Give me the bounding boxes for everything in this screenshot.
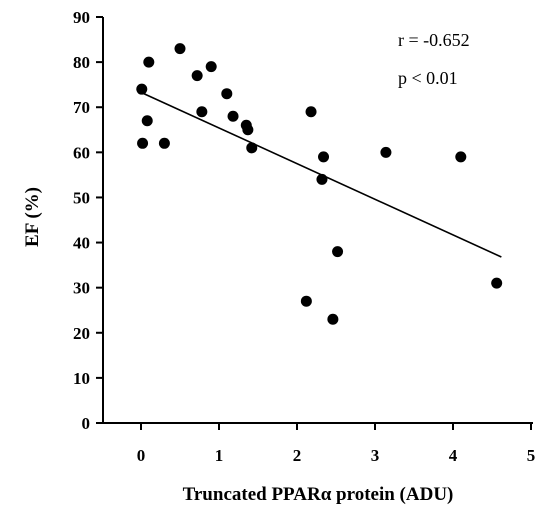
data-point [246, 142, 258, 154]
data-point [205, 61, 217, 73]
x-tick-label: 4 [449, 446, 458, 465]
x-tick-label: 2 [293, 446, 302, 465]
x-tick-label: 5 [527, 446, 536, 465]
data-point [455, 151, 467, 163]
y-tick-label: 20 [73, 324, 90, 343]
data-point [332, 246, 344, 258]
y-axis-title: EF (%) [22, 187, 43, 247]
x-axis-ticks: 0 1 2 3 4 5 [137, 423, 536, 465]
y-tick-label: 40 [73, 234, 90, 253]
data-point [191, 70, 203, 82]
data-point [221, 88, 233, 100]
y-tick-label: 10 [73, 369, 90, 388]
y-axis-ticks: 0 10 20 30 40 50 60 70 80 90 [73, 8, 103, 433]
y-tick-label: 80 [73, 53, 90, 72]
data-point [242, 124, 254, 136]
y-tick-label: 60 [73, 143, 90, 162]
data-point [196, 106, 208, 118]
data-point [136, 83, 148, 95]
y-tick-label: 0 [82, 414, 91, 433]
data-point [491, 277, 503, 289]
data-point [318, 151, 330, 163]
data-point [327, 313, 339, 325]
annotation-r: r = -0.652 [398, 30, 470, 50]
y-tick-label: 70 [73, 98, 90, 117]
data-point [174, 43, 186, 55]
data-point [227, 110, 239, 122]
y-tick-label: 30 [73, 279, 90, 298]
data-point [380, 146, 392, 158]
x-tick-label: 1 [215, 446, 224, 465]
y-tick-label: 90 [73, 8, 90, 27]
y-tick-label: 50 [73, 188, 90, 207]
annotation-p: p < 0.01 [398, 68, 458, 88]
data-point [143, 56, 155, 68]
x-tick-label: 3 [371, 446, 380, 465]
data-point [316, 173, 328, 185]
data-point [141, 115, 153, 127]
x-axis-title: Truncated PPARα protein (ADU) [183, 484, 454, 505]
data-point [300, 295, 312, 307]
data-point [158, 137, 170, 149]
data-points [136, 43, 503, 325]
x-tick-label: 0 [137, 446, 146, 465]
data-point [137, 137, 149, 149]
data-point [305, 106, 317, 118]
